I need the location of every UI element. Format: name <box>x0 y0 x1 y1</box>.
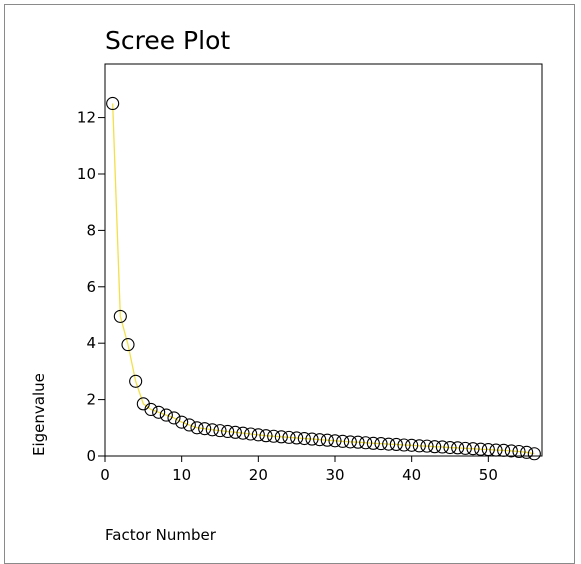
data-point-marker <box>458 441 472 455</box>
y-axis-ticks: 0 2 4 6 8 10 12 <box>77 109 105 465</box>
data-point-marker <box>412 439 426 453</box>
data-point-marker <box>290 431 304 445</box>
data-point-marker <box>336 434 350 448</box>
data-point-marker <box>397 438 411 452</box>
data-points <box>106 96 541 461</box>
data-point-marker <box>267 429 281 443</box>
data-point-marker <box>512 444 526 459</box>
data-point-marker <box>190 421 204 435</box>
data-point-marker <box>182 418 196 432</box>
plot-area <box>104 63 543 457</box>
data-point-marker <box>244 427 258 441</box>
x-tick-label: 20 <box>249 466 268 484</box>
x-tick-label: 10 <box>172 466 191 484</box>
data-point-marker <box>435 440 449 454</box>
chart-frame: Scree Plot 0 2 4 6 8 10 12 0 10 20 30 40 50 Eigenva… <box>4 4 575 564</box>
x-axis-title: Factor Number <box>105 526 217 544</box>
x-tick-label: 50 <box>479 466 498 484</box>
data-point-marker <box>520 445 534 459</box>
data-point-marker <box>489 443 503 457</box>
data-point-marker <box>144 402 158 417</box>
data-point-marker <box>389 437 403 451</box>
data-point-marker <box>159 408 173 422</box>
data-point-marker <box>305 432 319 446</box>
data-point-marker <box>497 443 511 457</box>
data-point-marker <box>351 435 365 449</box>
data-point-marker <box>328 434 342 448</box>
data-point-marker <box>213 424 227 438</box>
data-point-marker <box>205 423 219 437</box>
data-point-marker <box>152 405 166 419</box>
y-tick-label: 8 <box>86 221 96 239</box>
data-point-marker <box>259 429 273 443</box>
data-point-marker <box>466 442 480 456</box>
data-point-marker <box>359 436 373 450</box>
chart-title: Scree Plot <box>105 26 230 55</box>
y-tick-label: 6 <box>86 278 96 296</box>
data-point-marker <box>106 96 120 111</box>
data-point-marker <box>175 415 189 429</box>
y-tick-label: 12 <box>77 109 96 127</box>
data-point-marker <box>167 411 181 425</box>
data-point-marker <box>282 430 296 444</box>
y-tick-label: 10 <box>77 165 96 183</box>
data-point-marker <box>221 424 235 439</box>
data-point-marker <box>129 374 143 388</box>
data-point-marker <box>251 428 265 442</box>
y-tick-label: 0 <box>86 447 96 465</box>
data-point-marker <box>320 433 334 447</box>
data-point-marker <box>297 431 311 446</box>
data-point-marker <box>228 425 242 439</box>
data-point-marker <box>113 309 127 323</box>
x-tick-label: 0 <box>100 466 110 484</box>
data-point-marker <box>443 440 457 455</box>
x-tick-label: 40 <box>402 466 421 484</box>
data-point-marker <box>428 440 442 454</box>
data-point-marker <box>405 438 419 452</box>
data-point-marker <box>313 433 327 447</box>
x-tick-label: 30 <box>325 466 344 484</box>
data-point-marker <box>343 435 357 449</box>
y-axis-title: Eigenvalue <box>30 373 48 456</box>
scree-plot-chart: Scree Plot 0 2 4 6 8 10 12 0 10 20 30 40 50 Eigenva… <box>30 26 543 544</box>
data-point-marker <box>236 426 250 440</box>
data-point-marker <box>420 439 434 453</box>
data-point-marker <box>366 436 380 450</box>
x-axis-ticks: 0 10 20 30 40 50 <box>100 456 498 484</box>
data-point-marker <box>374 437 388 451</box>
data-point-marker <box>121 338 135 352</box>
data-point-marker <box>481 442 495 457</box>
data-point-marker <box>274 430 288 444</box>
data-point-marker <box>451 441 465 455</box>
data-point-marker <box>504 444 518 458</box>
data-point-marker <box>382 437 396 451</box>
data-point-marker <box>198 422 212 436</box>
data-point-marker <box>474 442 488 456</box>
data-point-marker <box>527 447 541 461</box>
y-tick-label: 2 <box>86 391 96 409</box>
y-tick-label: 4 <box>86 334 96 352</box>
